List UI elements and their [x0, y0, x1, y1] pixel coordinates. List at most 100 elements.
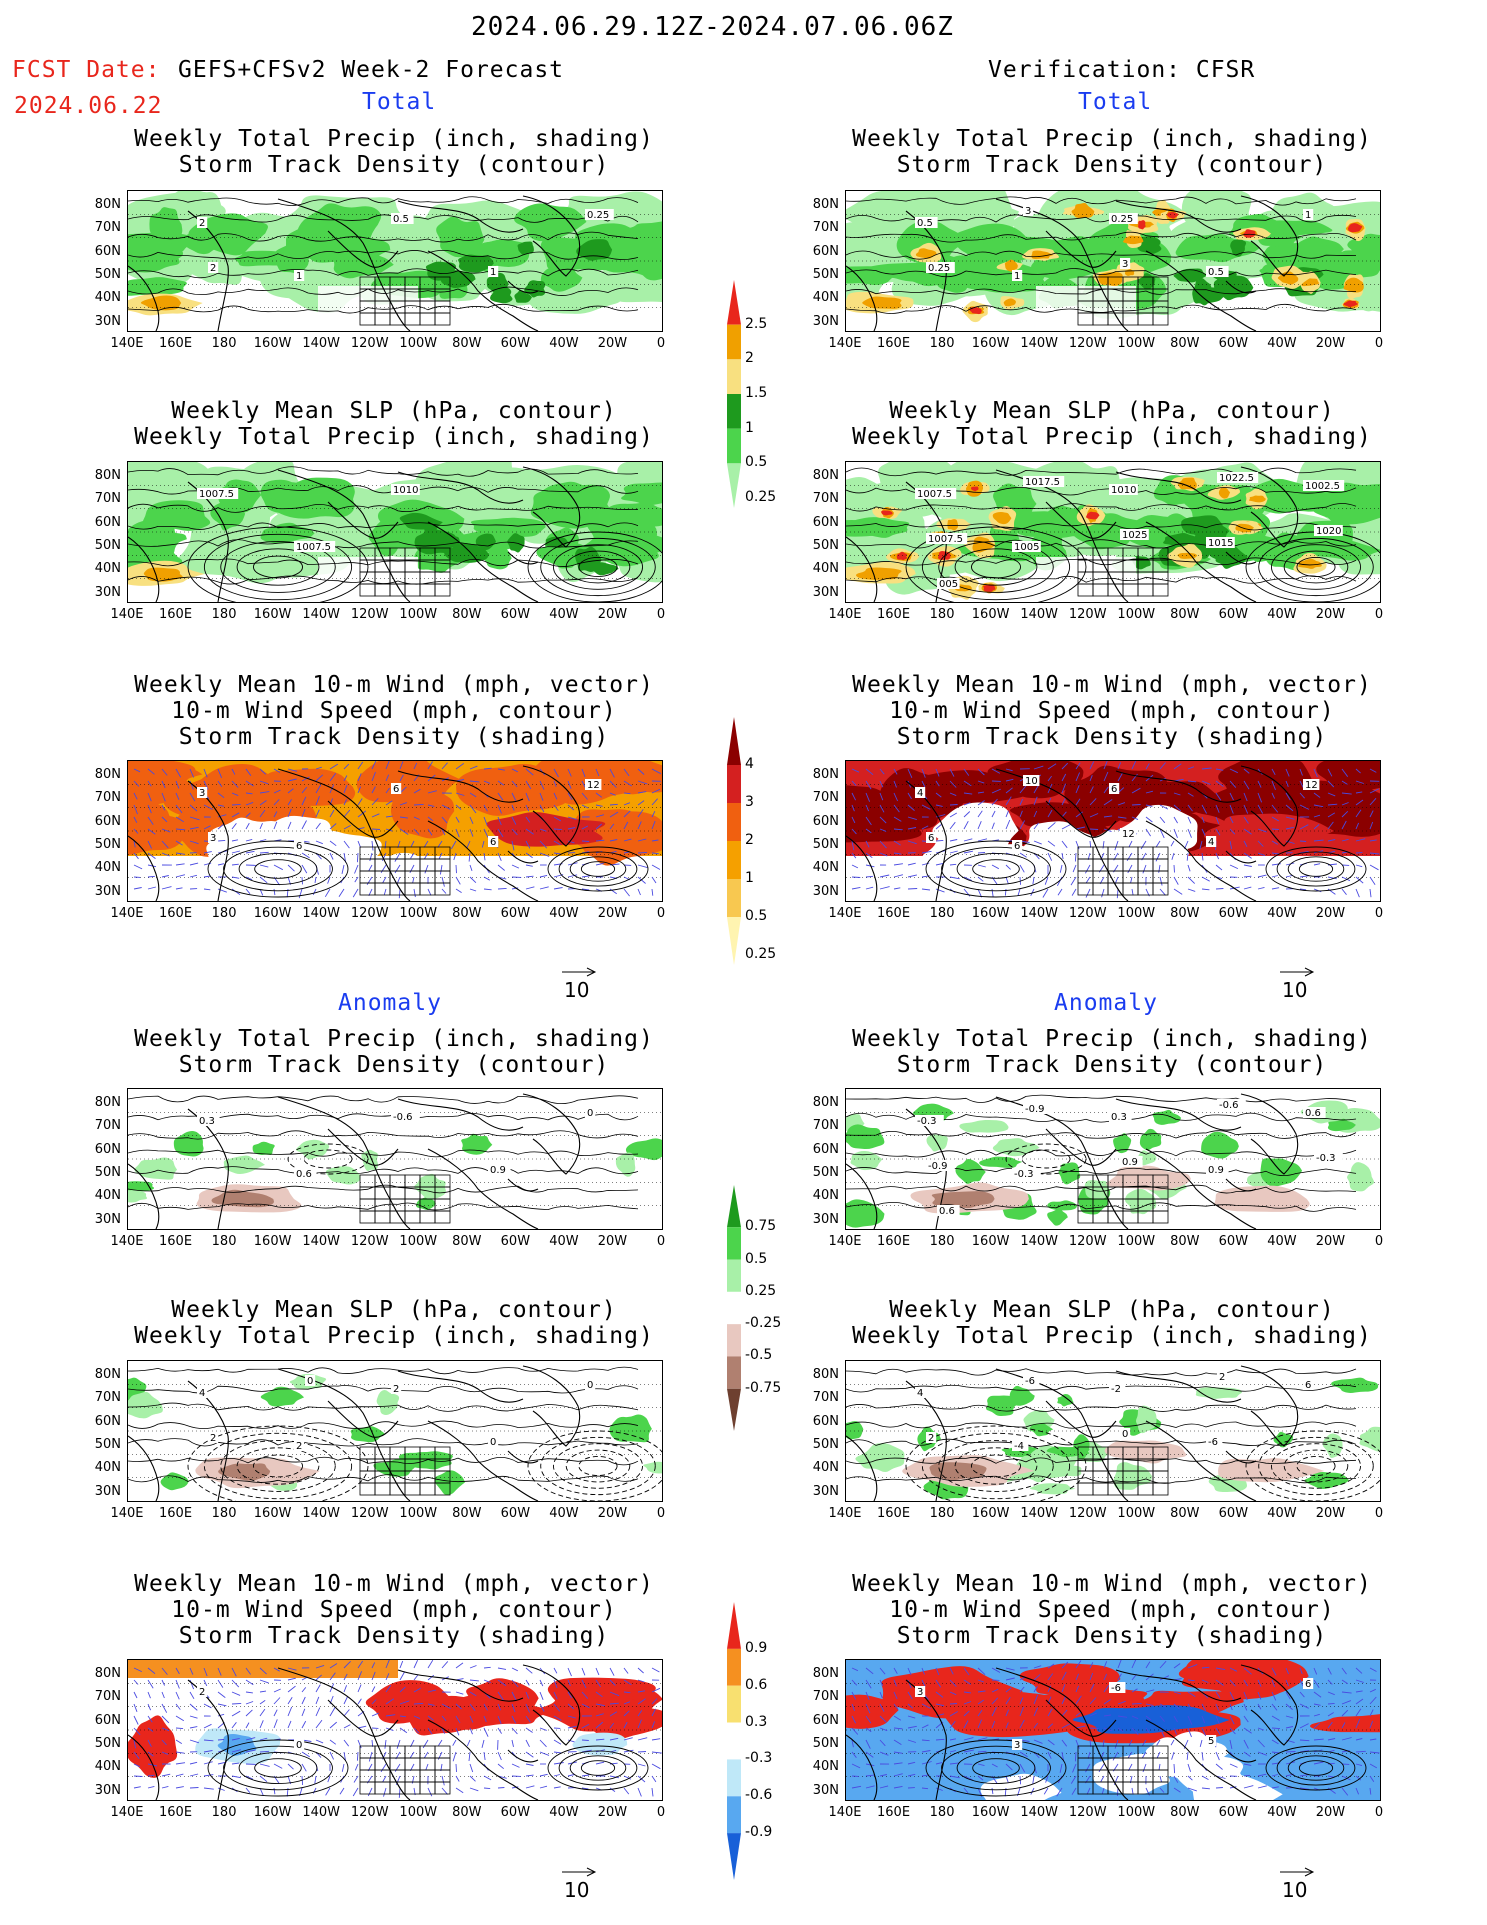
contour-label: 0: [587, 1108, 593, 1119]
precip-anom-shade: [1347, 1162, 1374, 1192]
map-panel-fcst-anom-slp-precip: 4 2 2 0 0 2 0: [127, 1360, 663, 1502]
lat-label: 30N: [812, 1782, 839, 1798]
lat-label: 50N: [812, 1437, 839, 1452]
lon-label: 20W: [1315, 607, 1346, 622]
contour-label: 1010: [393, 485, 418, 496]
lon-label: 120W: [1068, 1805, 1107, 1820]
colorbar-swatch: [727, 717, 741, 765]
colorbar-swatch: [727, 879, 741, 917]
panel-title: Weekly Total Precip (inch, shading): [134, 424, 654, 450]
contour-label: 1007.5: [928, 534, 963, 545]
lat-label: 70N: [94, 220, 121, 236]
precip-shade: [1298, 558, 1322, 569]
contour-label: 0.5: [917, 218, 933, 229]
colorbar-label: -0.6: [745, 1787, 773, 1804]
lon-label: 160E: [877, 1805, 911, 1820]
lon-label: 80W: [452, 336, 482, 351]
contour-label-bg: [1206, 266, 1229, 277]
contour-label: 0: [1122, 1429, 1128, 1440]
lat-label: 30N: [94, 1483, 121, 1499]
contour-label-bg: [1206, 1164, 1229, 1175]
contour-label: 3: [199, 788, 205, 799]
contour-label: 0.5: [1208, 267, 1224, 278]
colorbar-label: -0.75: [745, 1379, 782, 1396]
contour-label: 0: [587, 1380, 593, 1391]
lat-label: 30N: [812, 883, 839, 899]
lon-label: 20W: [1315, 336, 1346, 351]
precip-shade: [149, 207, 183, 246]
lon-label: 120W: [350, 607, 389, 622]
panel-title: Weekly Mean 10-m Wind (mph, vector): [134, 1571, 654, 1597]
lon-label: 120W: [1068, 336, 1107, 351]
contour-label-bg: [197, 488, 239, 499]
lon-label: 20W: [1315, 1805, 1346, 1820]
map-svg: 4 -4 -2 -6 6 2 -6 0 2: [846, 1361, 1380, 1501]
contour-label-bg: [585, 1107, 596, 1118]
lon-label: 60W: [1218, 1805, 1249, 1820]
lon-label: 80W: [452, 607, 482, 622]
contour-label: 6: [1305, 1380, 1311, 1391]
contour-label: 0.6: [1305, 1108, 1321, 1119]
vector-reference-arrow: [1280, 967, 1315, 977]
precip-shade: [992, 511, 1012, 525]
contour-lines: [905, 1425, 1380, 1501]
lon-label: 60W: [1218, 1234, 1249, 1249]
model-name: GEFS+CFSv2 Week-2 Forecast: [178, 57, 565, 83]
contour-label-bg: [915, 1115, 944, 1126]
colorbar-swatch: [727, 1185, 741, 1228]
colorbar-label: -0.3: [745, 1750, 773, 1767]
state-boundaries: [359, 1745, 451, 1795]
lat-label: 60N: [812, 514, 839, 530]
contour-label-bg: [585, 209, 614, 220]
colorbar-swatch: [727, 765, 741, 803]
map-svg: 20: [128, 1660, 662, 1800]
lon-label: 100W: [1117, 1234, 1156, 1249]
precip-anom-shade: [931, 1191, 995, 1209]
contour-label-bg: [197, 1686, 208, 1697]
contour-label: 1007.5: [199, 489, 234, 500]
colorbar-swatch: [727, 1648, 741, 1686]
precip-shade: [1173, 268, 1208, 283]
lat-label: 70N: [812, 1689, 839, 1705]
colorbar-swatch: [727, 1796, 741, 1834]
lat-label: 80N: [94, 1666, 121, 1681]
state-boundaries: [1077, 1745, 1169, 1795]
precip-anom-shade: [609, 1414, 652, 1443]
map-panel-verif-anom-slp-precip: 4 -4 -2 -6 6 2 -6 0 2: [845, 1360, 1381, 1502]
lon-label: 0: [656, 1506, 666, 1521]
lat-label: 60N: [812, 813, 839, 829]
storm-anom-shade: [1192, 1772, 1283, 1800]
map-svg: 2 1 0.5 1 0.25 2: [128, 191, 662, 331]
lon-label: 60W: [500, 336, 531, 351]
precip-anom-shade: [252, 1141, 275, 1156]
colorbar-swatch: [727, 1356, 741, 1389]
state-boundaries: [1077, 276, 1169, 326]
colorbar-precip-anom: [727, 1185, 741, 1431]
contour-label-bg: [294, 541, 336, 552]
lon-label: 20W: [597, 336, 628, 351]
lat-label: 70N: [812, 220, 839, 236]
contour-label-bg: [391, 1383, 402, 1394]
storm-shade: [456, 764, 570, 816]
lon-label: 40W: [1267, 1506, 1297, 1521]
lon-label: 20W: [597, 1234, 628, 1249]
contour-label-bg: [1120, 828, 1137, 839]
contour-label-bg: [1109, 1111, 1132, 1122]
contour-label-bg: [488, 266, 499, 277]
lon-label: 180: [211, 607, 237, 622]
contour-label-bg: [391, 484, 420, 495]
contour-label-bg: [1120, 1156, 1143, 1167]
lat-label: 40N: [812, 290, 839, 306]
precip-anom-shade: [173, 1131, 204, 1157]
precip-anom-shade: [260, 1386, 305, 1407]
vector-reference-arrow: [562, 1867, 597, 1877]
contour-label-bg: [926, 1432, 937, 1443]
lon-label: 160E: [159, 1805, 193, 1820]
lon-label: 100W: [399, 1805, 438, 1820]
lat-label: 30N: [812, 1483, 839, 1499]
lon-label: 140E: [828, 607, 862, 622]
state-boundaries: [1077, 547, 1169, 597]
storm-shade: [304, 852, 381, 901]
map-svg: 4 2 2 0 0 2 0: [128, 1361, 662, 1501]
